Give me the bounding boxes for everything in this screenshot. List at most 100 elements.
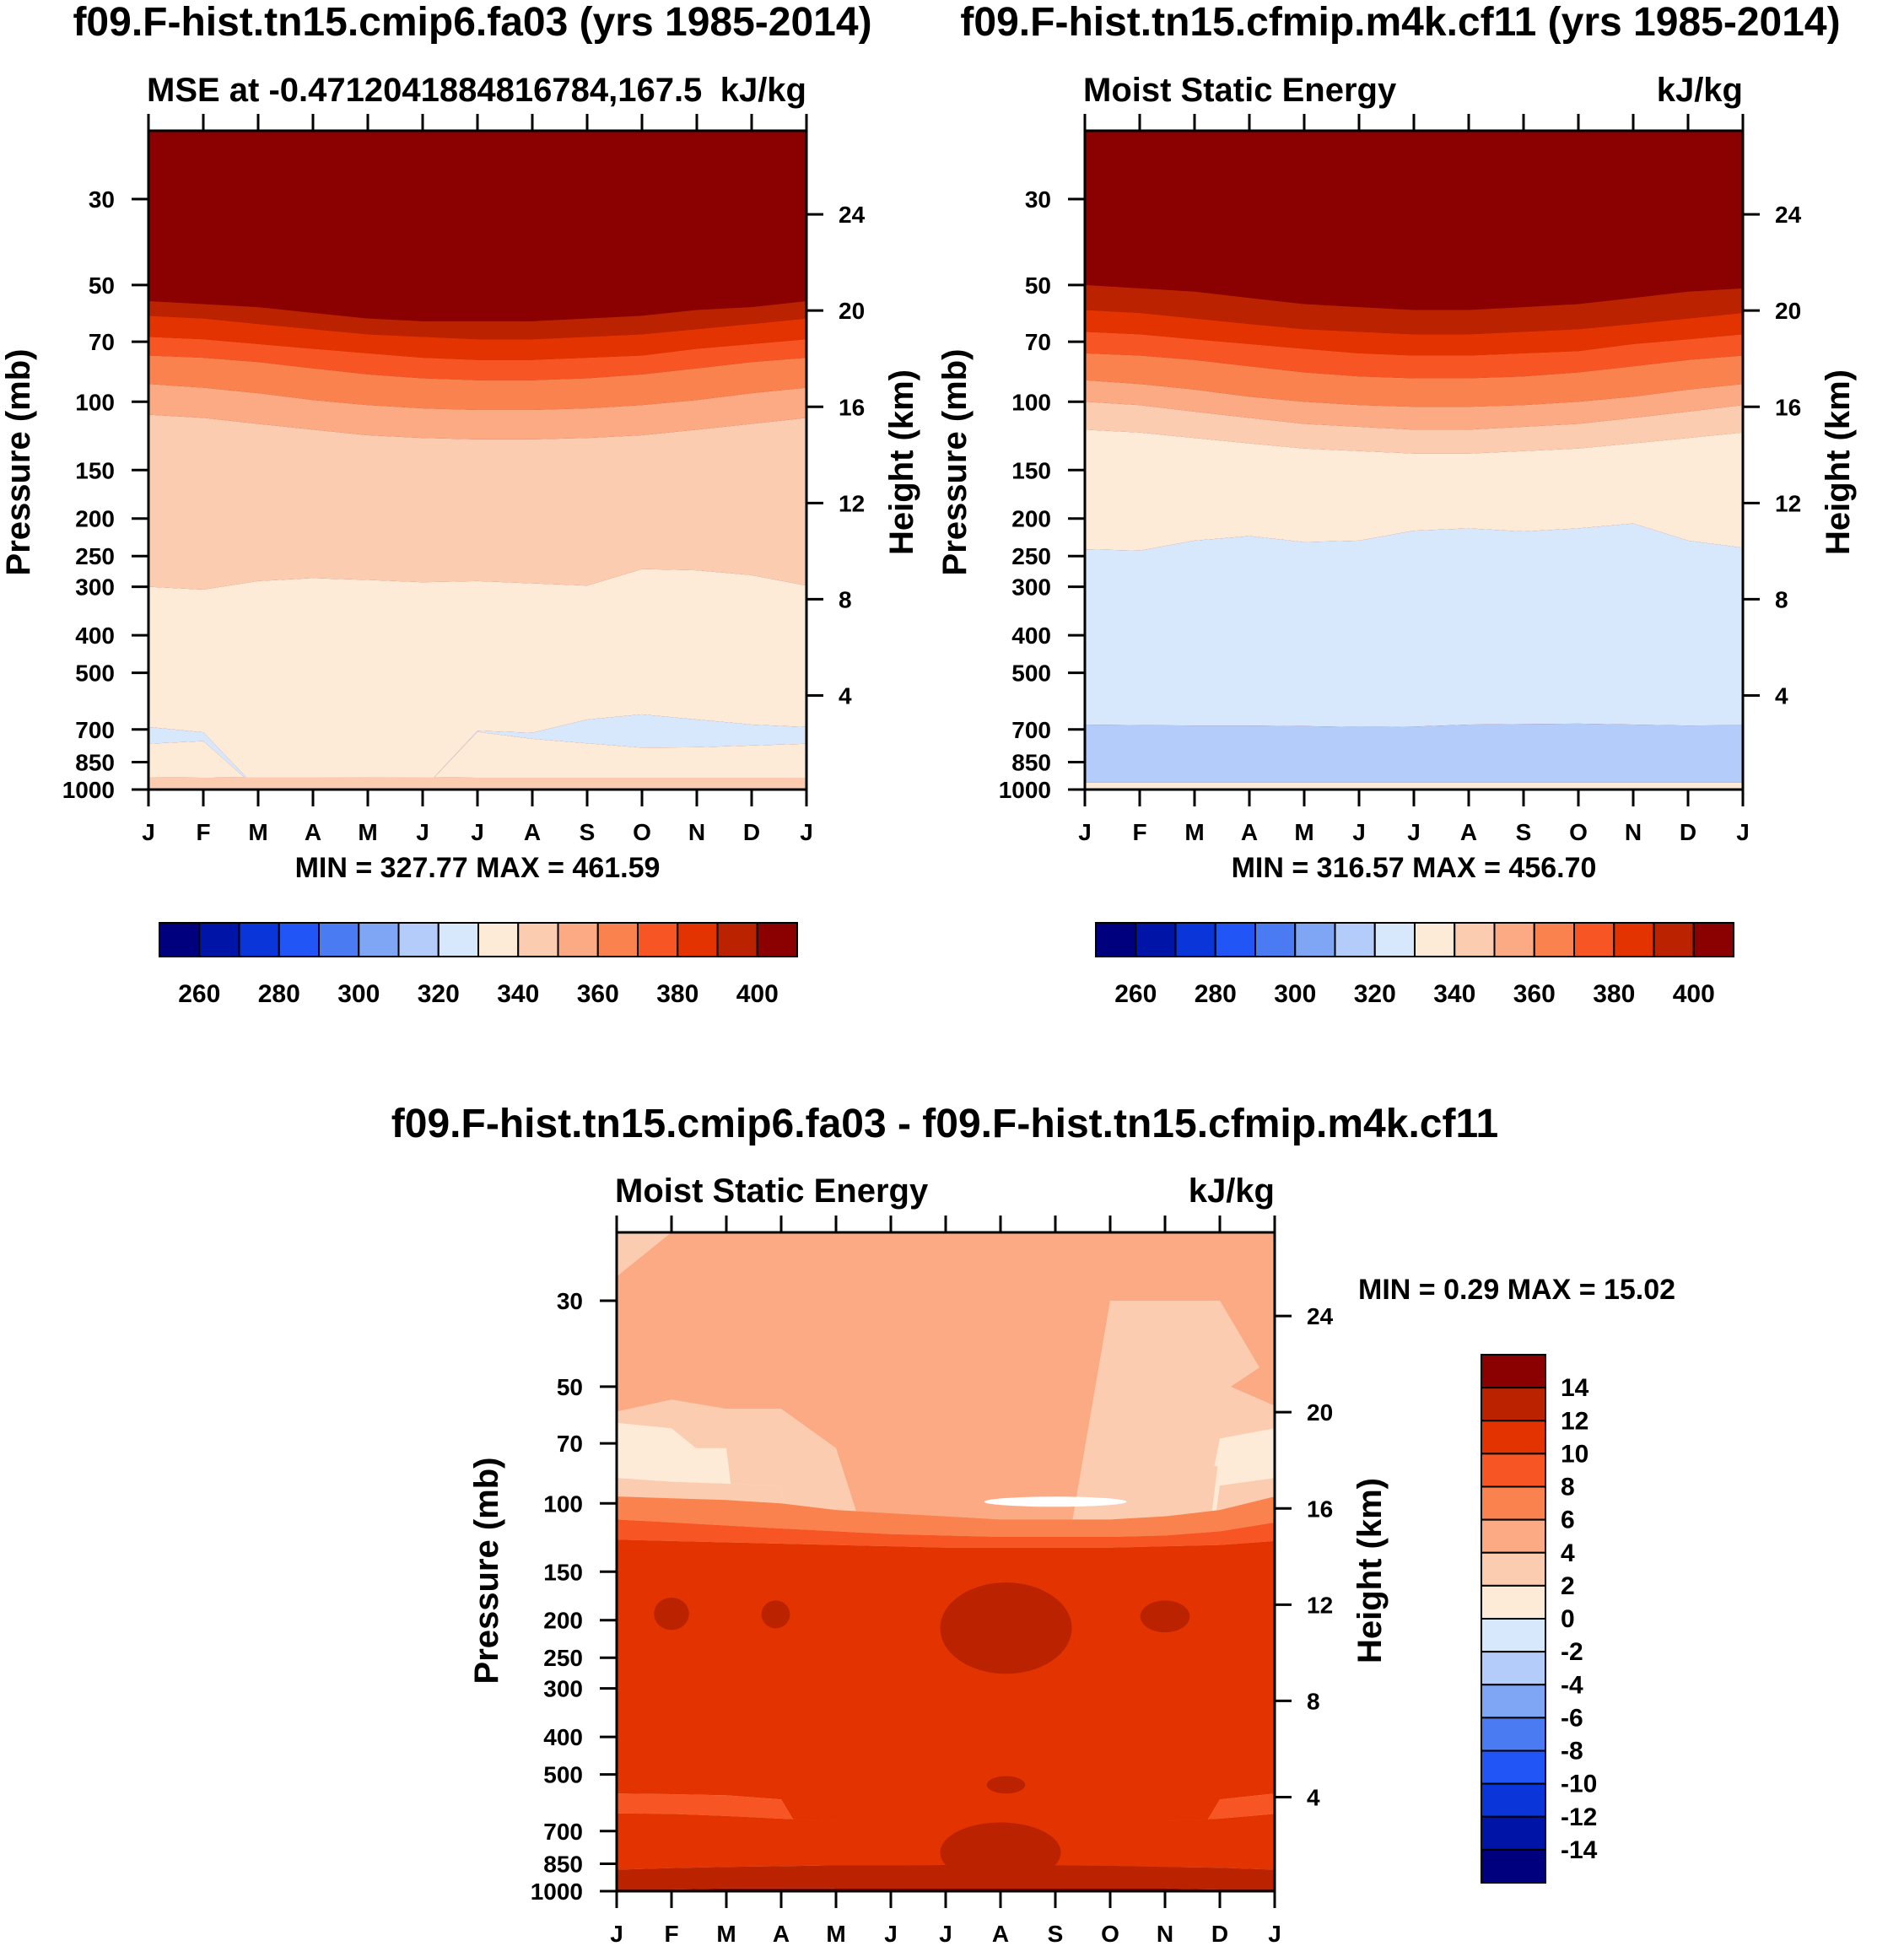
panel1-xtick-label-10: N [688, 819, 705, 845]
panel3-xtick-label-10: N [1157, 1921, 1173, 1946]
panel2-contour-band-8 [1085, 523, 1743, 727]
panel3-colorbar-label-14: -14 [1561, 1836, 1598, 1864]
panel2-colorbar-box-5 [1294, 922, 1336, 957]
panel1-colorbar-box-3 [278, 922, 320, 957]
panel3-colorbar-box-8 [1481, 1618, 1546, 1653]
panel1-colorbar-box-6 [397, 922, 440, 957]
panel3-xtick-label-8: S [1048, 1921, 1064, 1946]
panel3-colorbar-box-10 [1481, 1684, 1546, 1719]
panel2-colorbar-box-11 [1533, 922, 1575, 957]
panel3-xtick-label-5: J [884, 1921, 898, 1946]
panel2-colorbar-box-4 [1254, 922, 1297, 957]
panel1-subtitle-right: kJ/kg [720, 72, 806, 109]
panel2-ytick-label-3: 100 [1011, 389, 1051, 415]
panel3-colorbar-box-2 [1481, 1420, 1546, 1455]
panel3-ytick-right-label-4: 8 [1307, 1688, 1320, 1714]
panel3-colorbar-label-13: -12 [1561, 1803, 1597, 1831]
panel1-colorbar-box-14 [716, 922, 758, 957]
panel2-xtick-label-12: J [1736, 819, 1750, 845]
panel2-contour-band-4 [1085, 353, 1743, 407]
panel1-contour-band-5 [148, 384, 806, 439]
panel3-contour-patch-3 [1140, 1600, 1190, 1633]
panel2-colorbar-label-7: 400 [1673, 980, 1715, 1008]
panel1-xtick-label-12: J [800, 819, 813, 845]
panel3-ytick-right-label-3: 12 [1307, 1592, 1333, 1618]
panel3-stats: MIN = 0.29 MAX = 15.02 [1358, 1274, 1675, 1306]
panel2-ytick-label-6: 250 [1011, 543, 1051, 569]
panel2-xtick-label-7: A [1460, 819, 1477, 845]
panel2-colorbar-box-0 [1095, 922, 1137, 957]
panel2-colorbar-label-5: 360 [1513, 980, 1556, 1008]
panel2-colorbar-box-10 [1493, 922, 1535, 957]
panel3-xtick-label-0: J [610, 1921, 623, 1946]
panel1-colorbar-box-15 [756, 922, 798, 957]
panel2-ytick-label-12: 1000 [999, 777, 1051, 803]
panel1-contour-band-2 [148, 315, 806, 360]
panel1-xtick-label-6: J [471, 819, 484, 845]
panel1-contour-band-0 [148, 131, 806, 321]
panel3-colorbar-label-5: 4 [1561, 1539, 1575, 1567]
panel3-contour-band-5 [617, 1496, 1275, 1538]
panel1-colorbar-box-9 [517, 922, 559, 957]
panel2-colorbar-box-12 [1573, 922, 1615, 957]
panel1-xtick-label-2: M [248, 819, 267, 845]
panel3-ytick-label-8: 400 [543, 1724, 583, 1750]
panel2-colorbar-box-9 [1454, 922, 1496, 957]
panel1-xtick-label-11: D [743, 819, 760, 845]
panel3-contour-patch-0 [940, 1582, 1072, 1674]
panel1-colorbar-label-6: 380 [656, 980, 698, 1008]
panel1-ytick-right-label-2: 16 [839, 394, 865, 420]
panel2-plot-area: J F M A M J J A S O N D J 30 50 70 100 150 200 250 300 400 500… [999, 114, 1802, 845]
panel1-ytick-label-6: 250 [75, 543, 115, 569]
panel2-colorbar-box-13 [1613, 922, 1655, 957]
panel1-colorbar-label-7: 400 [736, 980, 779, 1008]
panel3-ytick-label-2: 70 [557, 1431, 583, 1457]
panel3-ytick-right-label-2: 16 [1307, 1496, 1333, 1522]
panel2-ytick-label-2: 70 [1025, 329, 1051, 355]
panel3-ytick-label-5: 200 [543, 1608, 583, 1634]
panel3-colorbar-box-9 [1481, 1651, 1546, 1686]
panel3-contour-patch-4 [986, 1776, 1026, 1794]
panel3-contour-patch-mid-right [1231, 1357, 1275, 1406]
panel2-xtick-label-8: S [1516, 819, 1532, 845]
panel2-ytick-label-9: 500 [1011, 660, 1051, 687]
panel1-stats: MIN = 327.77 MAX = 461.59 [295, 852, 661, 884]
panel3-ytick-label-3: 100 [543, 1490, 583, 1517]
panel2-ytick-right-label-5: 4 [1775, 682, 1788, 709]
panel3-colorbar-label-7: 0 [1561, 1605, 1575, 1633]
panel3-xtick-label-9: O [1101, 1921, 1119, 1946]
panel3-colorbar-box-7 [1481, 1584, 1546, 1620]
panel3-ylabel-right: Height (km) [1351, 1478, 1389, 1663]
panel2-subtitle-right: kJ/kg [1657, 72, 1743, 109]
panel3-ytick-right-label-0: 24 [1307, 1303, 1334, 1329]
panel1-title: f09.F-hist.tn15.cmip6.fa03 (yrs 1985-201… [73, 0, 871, 45]
panel2-stats: MIN = 316.57 MAX = 456.70 [1232, 852, 1597, 884]
panel1-xtick-label-9: O [633, 819, 651, 845]
panel3-title: f09.F-hist.tn15.cmip6.fa03 - f09.F-hist.… [391, 1102, 1498, 1146]
panel3-ytick-right-label-5: 4 [1307, 1784, 1320, 1810]
panel2-xtick-label-6: J [1407, 819, 1421, 845]
panel1-xtick-label-8: S [580, 819, 596, 845]
panel1-contour-band-3 [148, 337, 806, 380]
panel2-ytick-label-10: 700 [1011, 717, 1051, 743]
panel1-contour-band-6 [148, 414, 806, 590]
panel2-ytick-right-label-1: 20 [1775, 298, 1801, 324]
panel3-subtitle-right: kJ/kg [1189, 1172, 1275, 1210]
panel3-colorbar-label-1: 12 [1561, 1407, 1588, 1435]
panel1-colorbar-label-5: 360 [577, 980, 619, 1008]
panel1-ytick-label-9: 500 [75, 660, 115, 687]
panel1-colorbar-box-7 [437, 922, 479, 957]
panel1-colorbar-label-3: 320 [418, 980, 460, 1008]
panel1-colorbar-label-0: 260 [178, 980, 220, 1008]
panel1-ytick-label-7: 300 [75, 574, 115, 601]
panel3-contour-patch-2 [761, 1600, 790, 1629]
panel3-ytick-label-0: 30 [557, 1288, 583, 1314]
panel3-ytick-label-1: 50 [557, 1374, 583, 1400]
panel1-xtick-label-7: A [524, 819, 541, 845]
panel1-colorbar-box-12 [637, 922, 679, 957]
panel1-ytick-right-label-0: 24 [839, 202, 866, 228]
panel1-ytick-label-2: 70 [89, 329, 115, 355]
panel2-xtick-label-4: M [1294, 819, 1313, 845]
panel1-contour-band-9 [148, 731, 806, 790]
panel3-colorbar-label-10: -6 [1561, 1704, 1583, 1732]
